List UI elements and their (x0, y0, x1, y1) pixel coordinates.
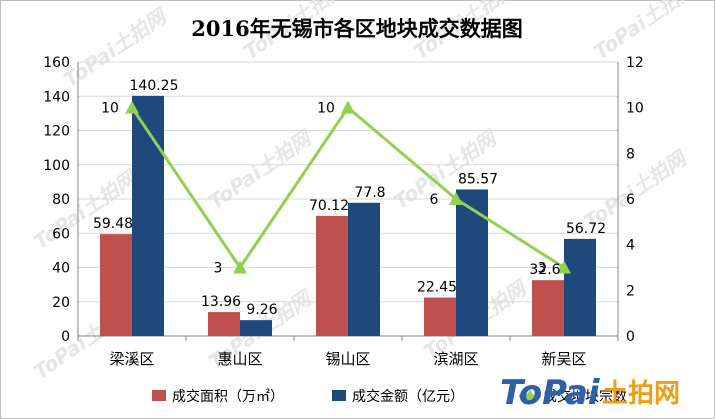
bar-amount (348, 202, 380, 336)
line-data-label: 10 (101, 101, 119, 117)
bar-data-label-area: 13.96 (201, 294, 241, 310)
y-left-tick-label: 40 (52, 261, 70, 277)
legend-label: 成交面积（万㎡） (172, 388, 284, 405)
bar-data-label-area: 22.45 (417, 280, 457, 296)
y-left-tick-label: 120 (43, 124, 70, 140)
bar-area (424, 297, 456, 336)
watermark-text: ToPai土拍网 (589, 0, 702, 64)
line-point (233, 260, 247, 274)
y-right-tick-label: 8 (626, 146, 635, 162)
bar-data-label-amount: 9.26 (246, 302, 277, 318)
bar-amount (456, 189, 488, 336)
legend-swatch-marker (523, 389, 537, 402)
brand-logo-latin: ToPai (500, 373, 601, 413)
watermark-text: ToPai土拍网 (204, 125, 317, 214)
x-tick-label: 锡山区 (325, 350, 370, 368)
line-data-label: 6 (430, 192, 439, 208)
y-left-tick-label: 100 (43, 158, 70, 174)
bar-data-label-area: 32.6 (529, 262, 560, 278)
y-right-tick-label: 10 (626, 101, 644, 117)
bar-amount (132, 95, 164, 337)
line-point (557, 260, 571, 274)
bar-area (532, 280, 564, 336)
y-right-tick-label: 12 (626, 55, 644, 71)
y-right-tick-label: 2 (626, 283, 635, 299)
bar-data-label-area: 59.48 (93, 216, 133, 232)
bar-data-label-amount: 140.25 (130, 78, 179, 94)
y-left-tick-label: 0 (61, 329, 70, 345)
line-point (449, 192, 463, 205)
bar-data-label-amount: 77.8 (354, 185, 385, 201)
x-tick-label: 梁溪区 (109, 350, 154, 368)
line-point (341, 100, 355, 114)
bar-data-label-area: 70.12 (309, 198, 349, 214)
brand-logo-cn: 土拍网 (602, 379, 680, 409)
bar-data-label-amount: 56.72 (566, 221, 606, 237)
legend-swatch (152, 390, 166, 401)
legend-label: 成交地块宗数 (543, 388, 627, 405)
y-left-tick-label: 80 (52, 192, 70, 208)
y-left-tick-label: 140 (43, 89, 70, 105)
x-tick-label: 滨湖区 (433, 350, 478, 368)
y-left-tick-label: 20 (52, 295, 70, 311)
line-data-label: 3 (214, 261, 223, 277)
y-left-tick-label: 160 (43, 55, 70, 71)
y-right-tick-label: 4 (626, 238, 635, 254)
x-tick-label: 惠山区 (217, 350, 262, 368)
y-right-tick-label: 0 (626, 329, 635, 345)
bar-amount (564, 238, 596, 336)
bar-area (208, 312, 240, 336)
bar-area (316, 215, 348, 336)
line-data-label: 3 (538, 261, 547, 277)
line-data-label: 10 (317, 101, 335, 117)
bar-data-label-amount: 85.57 (458, 171, 498, 187)
legend-label: 成交金额（亿元） (352, 388, 464, 405)
line-point (125, 100, 139, 114)
legend-swatch (332, 390, 346, 401)
y-left-tick-label: 60 (52, 226, 70, 242)
chart-title: 2016年无锡市各区地块成交数据图 (191, 16, 522, 41)
y-right-tick-label: 6 (626, 192, 635, 208)
bar-area (100, 234, 132, 336)
bar-amount (240, 320, 272, 336)
x-tick-label: 新吴区 (541, 350, 586, 368)
